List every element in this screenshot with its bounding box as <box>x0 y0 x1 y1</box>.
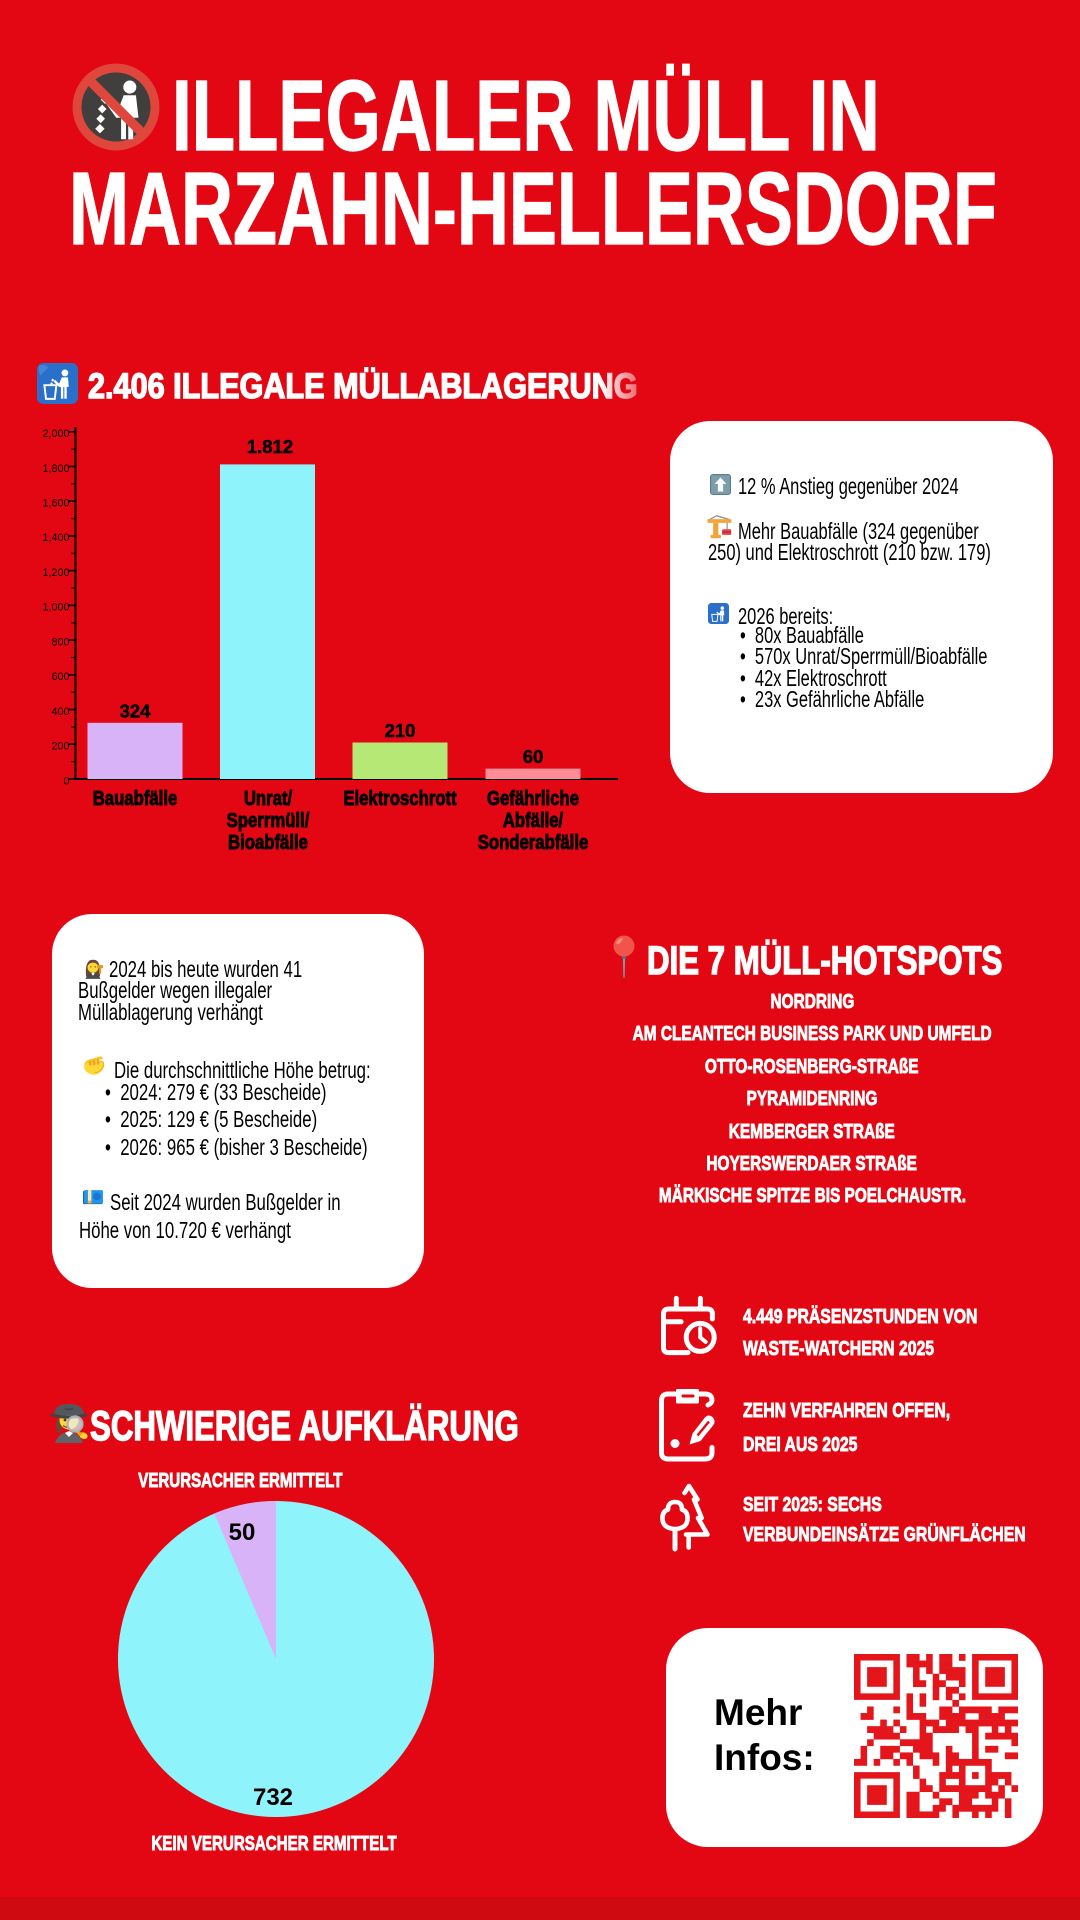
svg-text:1.812: 1.812 <box>247 436 293 457</box>
svg-text:1,200: 1,200 <box>42 567 69 579</box>
svg-text:600: 600 <box>51 671 69 683</box>
svg-text:1,400: 1,400 <box>42 532 69 544</box>
svg-text:1,800: 1,800 <box>42 463 69 475</box>
svg-text:200: 200 <box>51 741 69 753</box>
svg-text:800: 800 <box>51 636 69 648</box>
svg-text:1,000: 1,000 <box>42 602 69 614</box>
svg-text:2,000: 2,000 <box>42 428 69 440</box>
svg-text:1,600: 1,600 <box>42 498 69 510</box>
svg-text:60: 60 <box>523 746 544 767</box>
svg-text:0: 0 <box>63 775 69 787</box>
svg-text:400: 400 <box>51 706 69 718</box>
svg-text:210: 210 <box>385 720 416 741</box>
svg-text:324: 324 <box>120 701 152 722</box>
